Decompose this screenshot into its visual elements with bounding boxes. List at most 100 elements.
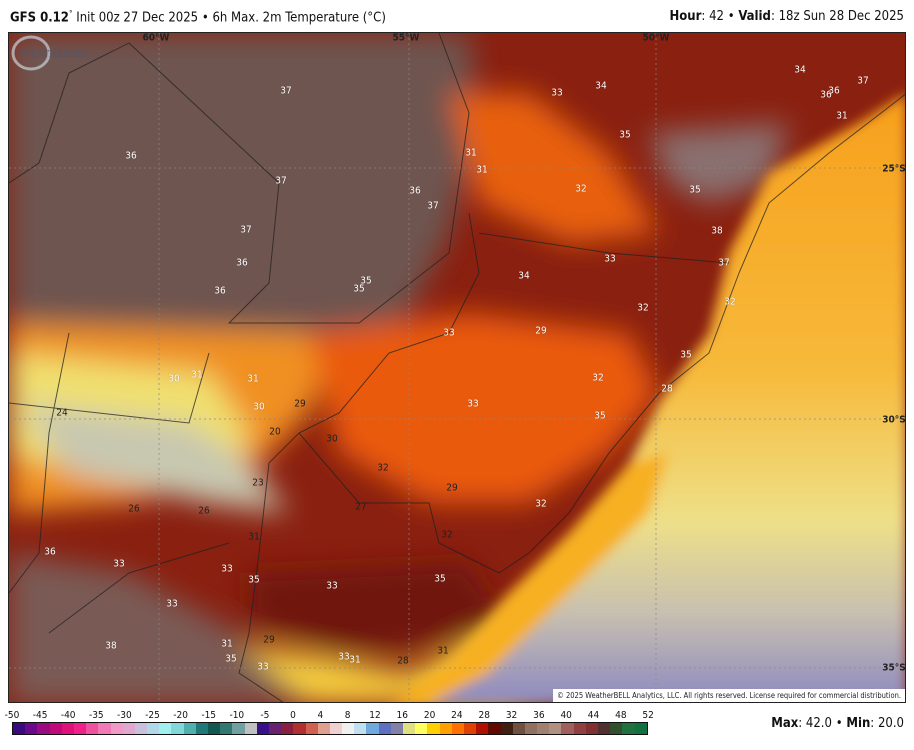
temperature-label: 37 [427,200,439,212]
colorbar-tick-label: -30 [117,710,132,721]
colorbar-swatch [634,723,647,734]
temperature-label: 37 [240,224,252,236]
colorbar-swatch [122,723,135,734]
colorbar-swatch [439,723,452,734]
svg-text:WEATHERBELL: WEATHERBELL [21,50,89,60]
temperature-label: 33 [467,398,479,410]
temperature-label: 35 [680,349,692,361]
temperature-label: 32 [535,498,547,510]
colorbar-tick-label: 16 [396,710,408,721]
temperature-map: 37 36 37 37 36 36 35 35 36 37 31 31 33 34 35 32 35 34 36 36… [8,32,906,703]
latitude-label: 35°S [882,662,906,674]
temperature-label: 37 [857,75,869,87]
colorbar-swatch [244,723,257,734]
temperature-label: 37 [275,175,287,187]
colorbar-swatch [622,723,635,734]
temperature-label: 30 [168,373,180,385]
temperature-label: 31 [836,110,848,122]
colorbar-swatch [378,723,391,734]
min-value: 20.0 [877,716,904,731]
colorbar-swatch [159,723,172,734]
colorbar-tick-label: 52 [642,710,654,721]
temperature-label: 29 [446,482,458,494]
colorbar-tick-label: -20 [173,710,188,721]
temperature-label: 33 [326,580,338,592]
temperature-label: 33 [221,563,233,575]
colorbar-swatch [195,723,208,734]
temperature-field [9,33,905,702]
temperature-label: 28 [397,655,409,667]
colorbar-swatch [476,723,489,734]
colorbar-tick-label: -35 [88,710,104,721]
temperature-label: 31 [247,373,259,385]
colorbar [12,722,648,735]
colorbar-swatch [220,723,233,734]
colorbar-tick-label: -25 [145,710,160,721]
colorbar-swatch [256,723,269,734]
colorbar-swatch [585,723,598,734]
temperature-label: 35 [360,275,372,287]
temperature-label: 35 [225,653,237,665]
colorbar-tick-label: -40 [60,710,76,721]
colorbar-swatch [305,723,318,734]
colorbar-swatch [293,723,306,734]
degree-symbol: ° [68,9,73,18]
colorbar-swatch [500,723,513,734]
colorbar-swatch [561,723,574,734]
colorbar-swatch [415,723,428,734]
temperature-label: 23 [252,477,264,489]
colorbar-tick-label: 48 [615,710,627,721]
model-name: GFS 0.12 [10,10,69,26]
temperature-label: 33 [257,661,269,673]
temperature-label: 32 [377,462,389,474]
temperature-label: 35 [434,573,446,585]
temperature-label: 34 [595,80,607,92]
longitude-label: 50°W [642,32,670,44]
temperature-label: 27 [355,501,367,513]
temperature-label: 30 [326,433,338,445]
temperature-label: 31 [221,638,233,650]
colorbar-swatch [232,723,245,734]
colorbar-swatch [598,723,611,734]
separator: • [835,716,843,731]
temperature-label: 33 [551,87,563,99]
temperature-label: 36 [820,89,832,101]
temperature-label: 31 [248,531,260,543]
max-min-readout: Max: 42.0 • Min: 20.0 [771,716,904,731]
temperature-label: 35 [689,184,701,196]
temperature-label: 35 [619,129,631,141]
colorbar-tick-label: -50 [4,710,20,721]
temperature-label: 33 [604,253,616,265]
temperature-label: 35 [594,410,606,422]
colorbar-tick-label: 40 [560,710,572,721]
colorbar-tick-label: 4 [317,710,324,721]
temperature-label: 26 [128,503,140,515]
temperature-label: 35 [353,283,365,295]
hour-label: Hour [669,9,702,24]
colorbar-tick-label: 0 [290,710,296,721]
colorbar-tick-label: 44 [587,710,600,721]
colorbar-swatch [451,723,464,734]
temperature-label: 31 [465,147,477,159]
temperature-label: 36 [125,150,137,162]
max-value: 42.0 [805,716,832,731]
temperature-label: 32 [441,529,453,541]
colorbar-swatch [98,723,111,734]
colorbar-swatch [147,723,160,734]
colorbar-swatch [488,723,501,734]
copyright-notice: © 2025 WeatherBELL Analytics, LLC. All r… [553,689,905,702]
temperature-label: 35 [248,574,260,586]
max-label: Max [771,716,799,731]
temperature-label: 33 [443,327,455,339]
colorbar-swatch [25,723,38,734]
map-title: GFS 0.12° Init 00z 27 Dec 2025 • 6h Max.… [10,9,386,25]
temperature-label: 31 [437,645,449,657]
colorbar-swatch [268,723,282,734]
colorbar-swatch [110,723,123,734]
valid-info: Hour: 42 • Valid: 18z Sun 28 Dec 2025 [669,9,904,24]
product-name: 6h Max. 2m Temperature (°C) [212,10,386,26]
colorbar-swatch [171,723,184,734]
colorbar-swatch [13,723,26,734]
colorbar-swatch [61,723,74,734]
min-label: Min [846,716,871,731]
